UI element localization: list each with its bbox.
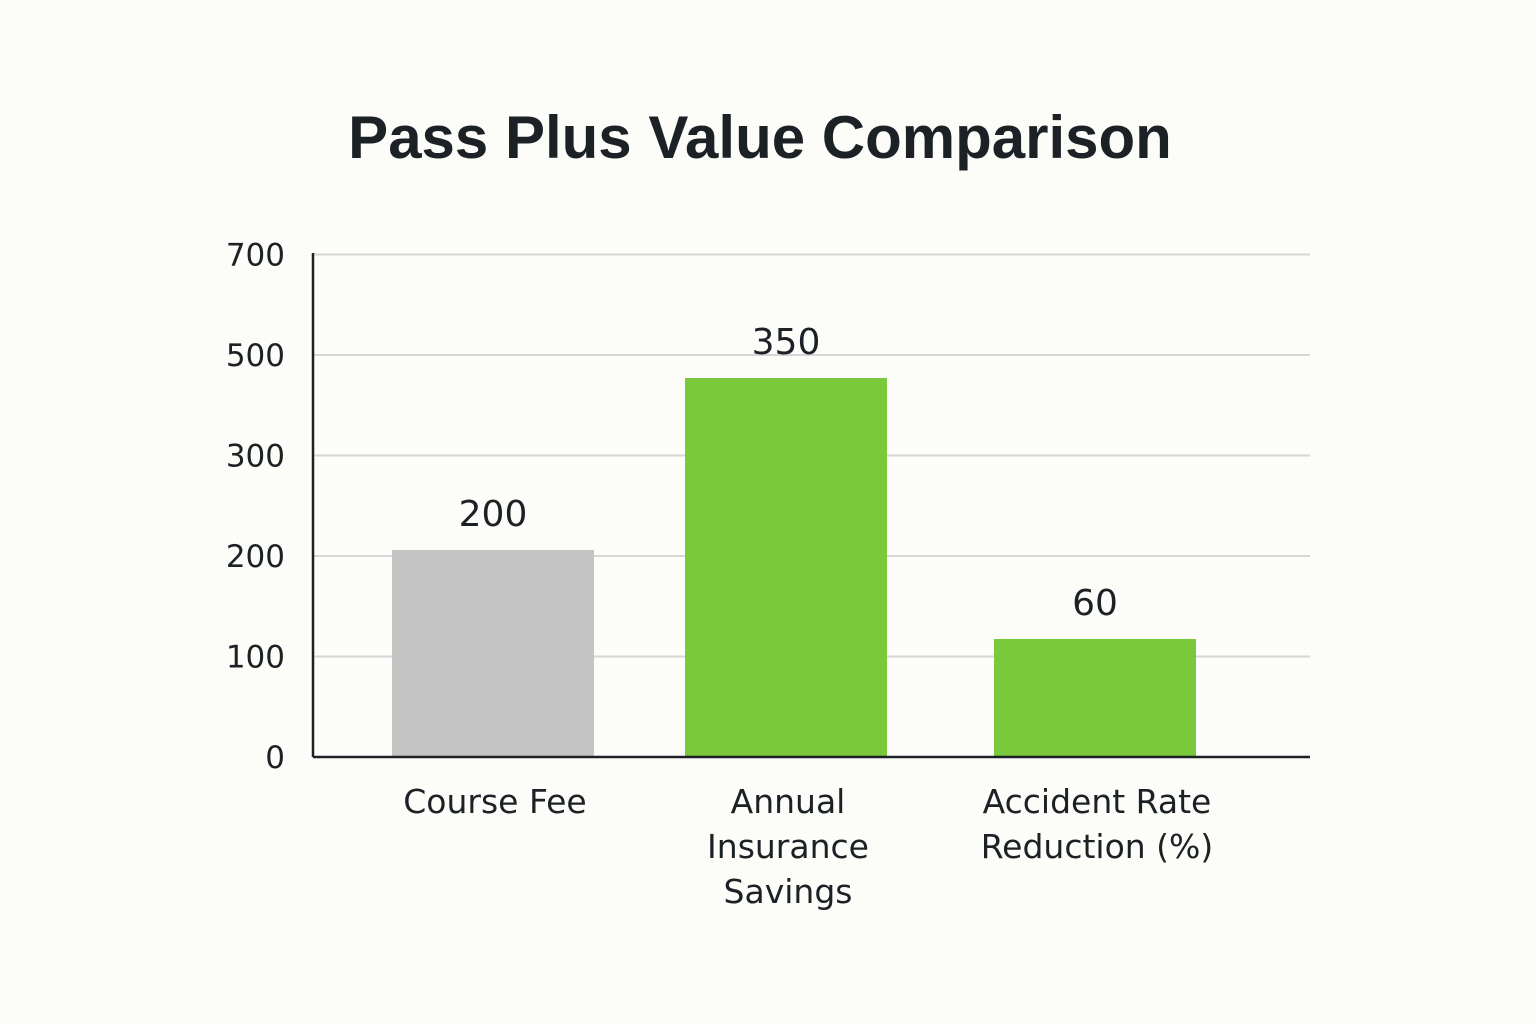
y-tick-label-200: 200: [226, 539, 285, 575]
bar-2: [685, 378, 887, 757]
bar-value-labels: 200 350 60: [459, 322, 1118, 624]
y-tick-label-100: 100: [226, 640, 285, 676]
y-axis-ticks: 0 100 200 300 500 700: [226, 238, 285, 777]
x-category-label-2-line-1: Annual: [731, 782, 846, 821]
x-category-label-2-line-2: Insurance: [707, 827, 869, 866]
bar-1: [392, 550, 594, 757]
bar-value-label-1: 200: [459, 494, 528, 535]
x-category-label-1-line-1: Course Fee: [403, 782, 586, 821]
x-axis-categories: Course Fee Annual Insurance Savings Accident…: [403, 782, 1213, 911]
y-tick-label-500: 500: [226, 338, 285, 374]
axes: [311, 253, 1310, 759]
y-tick-label-0: 0: [265, 740, 285, 776]
bar-value-label-2: 350: [752, 322, 821, 363]
x-category-label-2-line-3: Savings: [724, 872, 853, 911]
y-tick-label-300: 300: [226, 439, 285, 475]
bar-value-label-3: 60: [1072, 583, 1118, 624]
y-tick-label-700: 700: [226, 238, 285, 274]
x-category-label-3-line-2: Reduction (%): [981, 827, 1214, 866]
bars: [392, 378, 1196, 757]
bar-3: [994, 639, 1196, 757]
x-category-label-3-line-1: Accident Rate: [983, 782, 1212, 821]
chart-title: Pass Plus Value Comparison: [348, 104, 1172, 171]
